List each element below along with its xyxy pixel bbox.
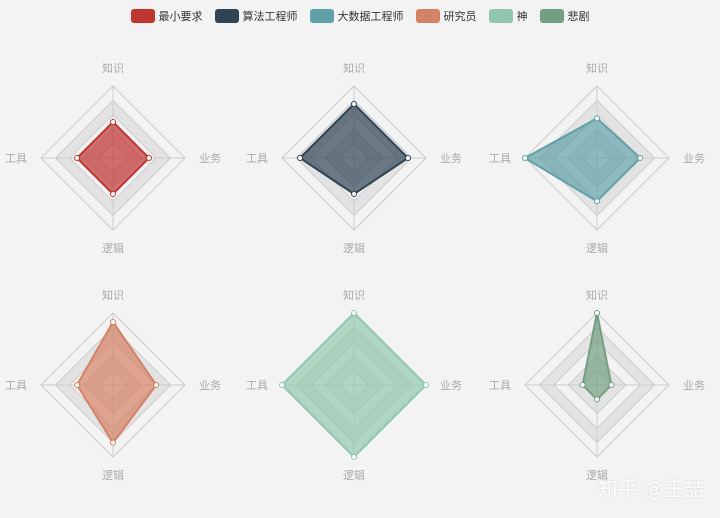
radar-axis-label: 工具 [246,152,268,165]
legend-swatch [309,9,334,23]
radar-data-point [351,454,357,460]
legend-swatch [214,9,239,23]
radar-axis-label: 知识 [102,288,124,302]
legend-label: 大数据工程师 [337,10,404,23]
radar-axis-label: 逻辑 [102,241,124,255]
radar-data-point [594,310,600,316]
radar-axis-label: 业务 [440,379,462,392]
radar-data-point [423,382,429,388]
legend-label: 神 [516,10,528,23]
legend-item[interactable]: 最小要求 [130,8,203,24]
radar-data-point [637,155,644,161]
radar-axis-label: 知识 [586,288,608,302]
legend-label: 研究员 [443,10,477,23]
legend-label: 算法工程师 [242,10,298,23]
radar-data-point [351,310,357,316]
radar-data-point [110,439,116,446]
radar-data-point [74,155,80,161]
radar-data-point [594,198,600,205]
radar-data-point [579,382,586,388]
legend-item[interactable]: 悲剧 [539,8,590,24]
radar-axis-label: 逻辑 [102,468,124,482]
radar-data-point [110,191,116,197]
radar-axis-label: 知识 [343,288,365,302]
radar-data-point [110,119,116,125]
radar-axis-label: 逻辑 [586,468,608,482]
legend-swatch [488,9,513,23]
legend-swatch [539,9,564,23]
radar-axis-label: 业务 [683,152,705,165]
radar-axis-label: 逻辑 [343,468,365,482]
legend-swatch [415,9,440,23]
radar-axis-label: 业务 [440,152,462,165]
legend: 最小要求 算法工程师 大数据工程师 研究员 神 悲剧 [0,8,720,24]
radar-data-point [279,382,285,388]
radar-data-point [297,155,303,161]
legend-item[interactable]: 神 [488,8,528,24]
radar-axis-label: 业务 [199,152,221,165]
radar-data-point [110,319,116,325]
radar-axis-label: 工具 [246,379,268,392]
radar-data-point [405,155,411,161]
radar-axis-label: 工具 [489,379,511,392]
radar-data-point [594,115,600,122]
radar-axis-label: 业务 [199,379,221,392]
radar-data-point [74,382,80,388]
radar-data-point [153,382,160,388]
radar-data-point [594,396,600,403]
radar-data-point [351,101,357,107]
legend-label: 最小要求 [158,10,203,23]
radar-axis-label: 逻辑 [586,241,608,255]
radar-axis-label: 工具 [5,379,27,392]
radar-data-point [522,155,528,161]
legend-swatch [130,9,155,23]
legend-label: 悲剧 [567,10,590,23]
legend-item[interactable]: 算法工程师 [214,8,298,24]
radar-axis-label: 逻辑 [343,241,365,255]
legend-item[interactable]: 大数据工程师 [309,8,404,24]
radar-axis-label: 工具 [489,152,511,165]
radar-axis-label: 知识 [343,61,365,75]
radar-data-point [351,191,357,197]
radar-axis-label: 知识 [586,61,608,75]
radar-axis-label: 业务 [683,379,705,392]
radar-data-point [608,382,615,388]
radar-series-area [280,311,428,459]
radar-data-point [146,155,152,161]
watermark: 知乎 @王喆 [597,477,704,501]
legend-item[interactable]: 研究员 [415,8,477,24]
radar-axis-label: 工具 [5,152,27,165]
radar-axis-label: 知识 [102,61,124,75]
